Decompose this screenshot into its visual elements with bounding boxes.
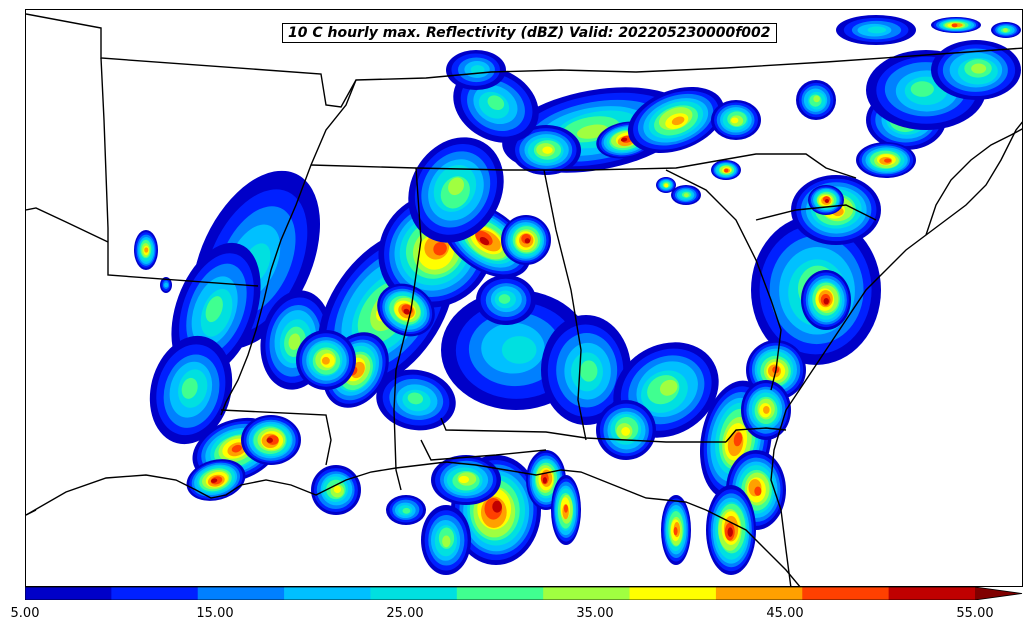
reflectivity-contour xyxy=(231,444,242,453)
colorbar-tick-label: 35.00 xyxy=(576,606,614,621)
coastline xyxy=(26,509,37,516)
colorbar-segment xyxy=(284,587,371,600)
state-line xyxy=(755,204,877,221)
reflectivity-contour xyxy=(580,360,598,382)
reflectivity-contour xyxy=(144,247,149,253)
reflectivity-contour xyxy=(524,238,531,244)
reflectivity-contour xyxy=(951,23,958,28)
colorbar-tick-label: 55.00 xyxy=(956,606,994,621)
reflectivity-contour xyxy=(433,241,447,256)
colorbar-segment xyxy=(888,587,976,600)
reflectivity-contour xyxy=(448,177,464,196)
reflectivity-contour xyxy=(479,237,490,246)
reflectivity-contour xyxy=(673,527,678,536)
reflectivity-contour xyxy=(407,392,424,405)
state-line xyxy=(725,427,787,443)
reflectivity-map xyxy=(26,13,1022,586)
state-line xyxy=(310,153,857,179)
colorbar-segment xyxy=(25,587,112,600)
state-line xyxy=(543,169,587,441)
reflectivity-contour xyxy=(498,294,511,304)
reflectivity-contour xyxy=(205,296,223,323)
state-line xyxy=(665,169,782,391)
reflectivity-contour xyxy=(333,485,342,494)
reflectivity-contour xyxy=(884,158,892,163)
reflectivity-contour xyxy=(867,26,887,34)
reflectivity-contour xyxy=(487,95,505,111)
reflectivity-contour xyxy=(659,379,678,396)
reflectivity-contour xyxy=(442,535,451,548)
reflectivity-contour xyxy=(733,432,743,447)
colorbar-outline xyxy=(25,587,1023,600)
reflectivity-contour xyxy=(620,137,628,142)
state-line xyxy=(440,417,726,443)
reflectivity-contour xyxy=(492,500,502,513)
colorbar-segment xyxy=(802,587,890,600)
reflectivity-contour xyxy=(402,507,411,514)
colorbar-segment xyxy=(456,587,544,600)
reflectivity-contour xyxy=(470,65,485,75)
reflectivity-contour xyxy=(664,183,669,188)
reflectivity-contour xyxy=(971,63,987,74)
reflectivity-contour xyxy=(731,117,739,124)
colorbar-tick-label: 25.00 xyxy=(386,606,424,621)
reflectivity-contour xyxy=(910,81,934,97)
reflectivity-contour xyxy=(164,282,169,288)
state-line xyxy=(393,167,422,491)
state-line xyxy=(420,439,547,461)
coastline xyxy=(770,121,1022,586)
colorbar-segment xyxy=(715,587,803,600)
reflectivity-contour xyxy=(813,95,820,103)
colorbar-segment xyxy=(370,587,458,600)
reflectivity-contour xyxy=(724,168,729,173)
river-border xyxy=(220,79,357,416)
state-boundaries xyxy=(26,13,1022,586)
reflectivity-contour xyxy=(754,486,762,496)
colorbar-tick-label: 15.00 xyxy=(196,606,234,621)
reflectivity-contour xyxy=(266,437,273,443)
reflectivity-contour xyxy=(542,477,548,484)
reflectivity-contour xyxy=(542,146,553,154)
reflectivity-contour xyxy=(683,193,689,198)
state-line xyxy=(100,57,259,287)
colorbar-tick-label: 45.00 xyxy=(766,606,804,621)
coastline xyxy=(26,461,801,586)
reflectivity-contour xyxy=(403,308,410,315)
reflectivity-contour xyxy=(621,427,631,436)
map-title: 10 C hourly max. Reflectivity (dBZ) Vali… xyxy=(282,23,777,43)
colorbar-tick-label: 5.00 xyxy=(10,606,40,621)
reflectivity-contour xyxy=(763,406,770,414)
map-panel: 10 C hourly max. Reflectivity (dBZ) Vali… xyxy=(25,9,1023,587)
state-line xyxy=(26,207,109,243)
reflectivity-contour xyxy=(1002,28,1008,33)
colorbar-segment xyxy=(111,587,199,600)
reflectivity-field xyxy=(134,15,1021,575)
reflectivity-contour xyxy=(671,116,685,126)
reflectivity-contour xyxy=(458,475,470,484)
colorbar-segment xyxy=(629,587,717,600)
colorbar-segment xyxy=(197,587,285,600)
reflectivity-contour xyxy=(823,297,829,305)
reflectivity-contour xyxy=(824,199,829,204)
reflectivity-contour xyxy=(501,336,537,364)
colorbar-segment xyxy=(543,587,631,600)
coastline xyxy=(925,128,1022,236)
state-line xyxy=(220,409,332,466)
reflectivity-contour xyxy=(321,356,330,365)
reflectivity-contour xyxy=(727,527,733,537)
colorbar xyxy=(25,587,1023,600)
reflectivity-contour xyxy=(181,377,198,399)
reflectivity-contour xyxy=(210,478,218,483)
reflectivity-contour xyxy=(563,504,568,513)
reflectivity-contour xyxy=(288,333,301,350)
colorbar-extension xyxy=(975,587,1022,600)
state-line xyxy=(26,13,1022,108)
